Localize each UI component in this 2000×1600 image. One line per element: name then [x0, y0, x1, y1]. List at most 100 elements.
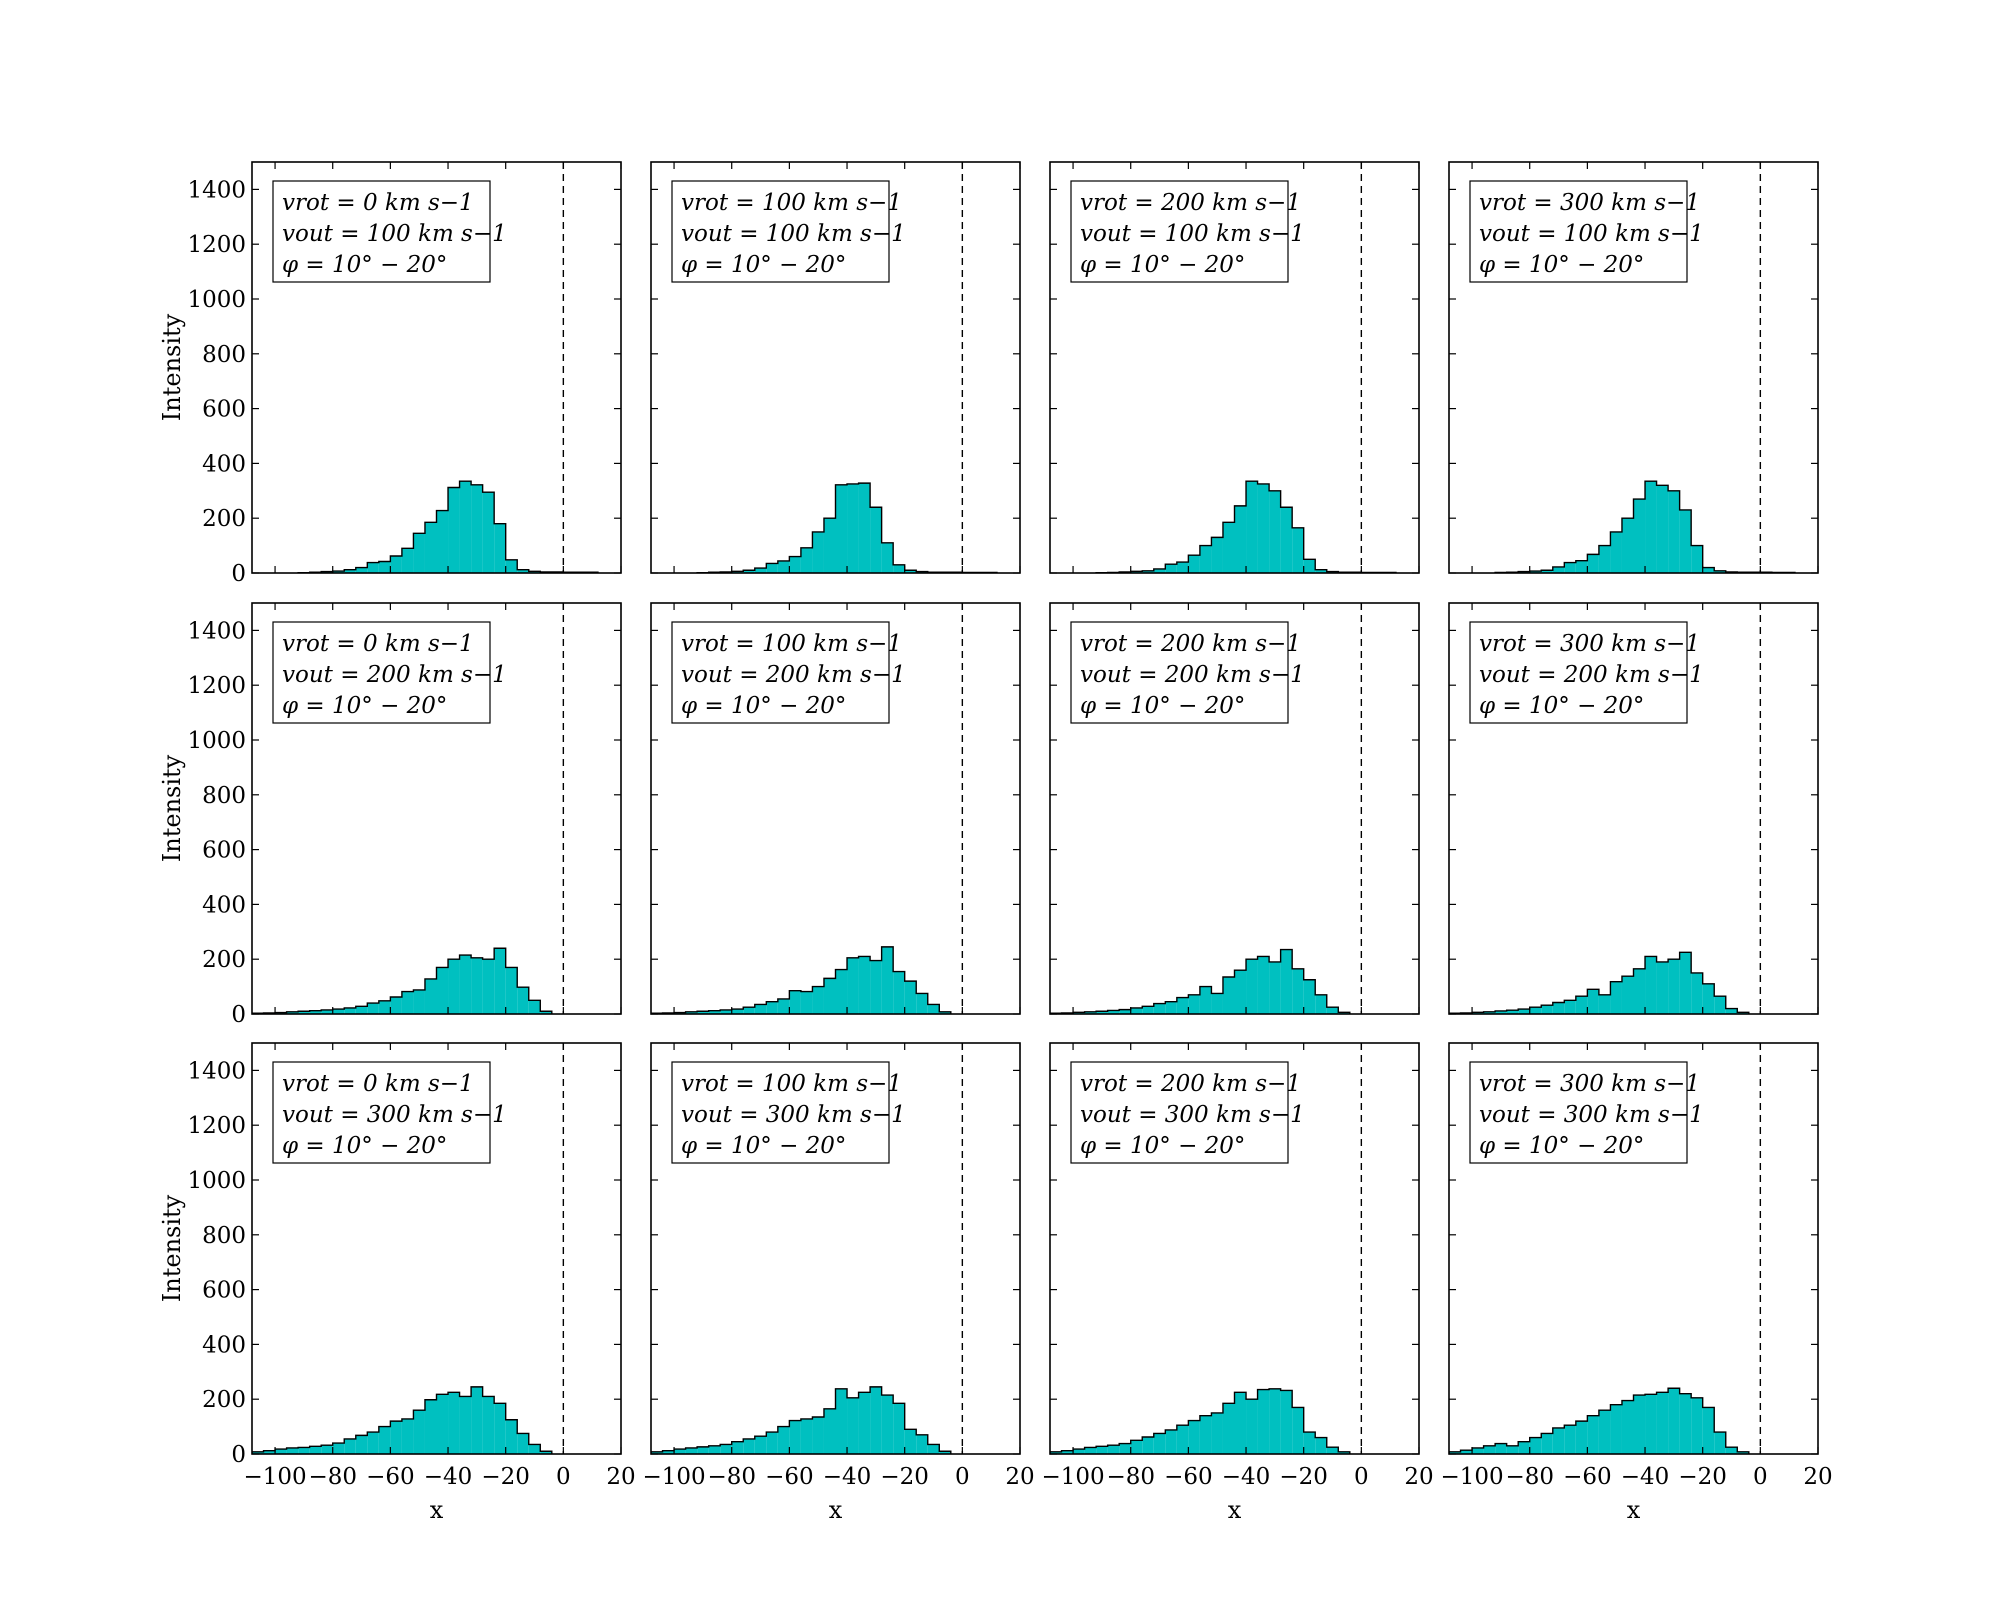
histogram-bar: [494, 1403, 506, 1454]
histogram-bar: [1610, 981, 1622, 1014]
histogram-bar: [1073, 1012, 1085, 1014]
histogram-bar: [1211, 993, 1223, 1014]
histogram-bar: [1153, 1433, 1166, 1454]
histogram-bar: [528, 1000, 541, 1014]
histogram-bar: [344, 1007, 356, 1014]
axes-frame: [1448, 161, 1819, 574]
histogram-panel-12: −100 −80 −60 −40 −20 0 20 x vrot = 300 km s−1 vou…: [1440, 1042, 1833, 1524]
histogram-bar: [1119, 1009, 1131, 1014]
histogram-bar: [1165, 1429, 1177, 1454]
histogram-bar: [459, 481, 472, 573]
histogram-bar: [823, 1408, 836, 1454]
histogram-bar: [1234, 970, 1247, 1014]
y-tick-label: 1200: [187, 673, 246, 699]
x-tick-label: −20: [880, 1464, 929, 1490]
y-tick-label: 1400: [187, 177, 246, 203]
histogram-bar: [332, 1443, 345, 1454]
histogram-bar: [1495, 1010, 1507, 1014]
histogram-bar: [812, 986, 824, 1014]
histogram-bar: [1153, 1003, 1166, 1014]
x-tick-label: −60: [765, 1464, 814, 1490]
histogram-bar: [858, 956, 871, 1014]
histogram-bar: [1483, 1445, 1496, 1454]
histogram-bar: [1610, 531, 1622, 573]
histogram-bar: [482, 492, 495, 573]
histogram-bar: [1096, 1446, 1108, 1454]
histogram-bar: [685, 1011, 698, 1014]
histogram-bar: [1246, 1399, 1258, 1454]
x-tick-label: −60: [366, 1464, 415, 1490]
histogram-bar: [1679, 509, 1692, 573]
histogram-bar: [1188, 994, 1200, 1014]
legend-text: vout = 300 km s−1: [681, 1102, 906, 1128]
x-tick-label: −100: [1440, 1464, 1503, 1490]
x-tick-label: −80: [1505, 1464, 1554, 1490]
x-tick-label: 20: [1005, 1464, 1034, 1490]
histogram-bar: [777, 560, 790, 573]
legend-text: vrot = 200 km s−1: [1080, 1071, 1301, 1097]
histogram-bar: [1315, 994, 1327, 1014]
histogram-bar: [1257, 1389, 1270, 1454]
histogram-panel-1: 0 200 400 600 800 1000 1200 1400 Intensity vrot =…: [158, 161, 622, 587]
legend-box: vrot = 100 km s−1 vout = 300 km s−1 φ = 10…: [671, 1061, 906, 1164]
histogram-bar: [1061, 1450, 1074, 1454]
histogram-bars: [651, 1386, 952, 1454]
histogram-bars: [1494, 480, 1796, 573]
histogram-bar: [835, 969, 848, 1014]
histogram-bar: [390, 997, 402, 1014]
histogram-bar: [1199, 986, 1212, 1014]
histogram-bar: [1633, 968, 1646, 1014]
histogram-bar: [378, 561, 391, 573]
y-tick-label: 1400: [187, 618, 246, 644]
y-tick-label: 800: [202, 342, 246, 368]
histogram-bar: [651, 1451, 663, 1454]
histogram-bar: [1725, 1008, 1738, 1014]
histogram-bars: [252, 947, 553, 1014]
histogram-bar: [401, 1418, 414, 1454]
histogram-bar: [1292, 1407, 1304, 1454]
histogram-bar: [286, 1447, 299, 1454]
histogram-bar: [367, 1003, 379, 1014]
histogram-bar: [789, 1420, 801, 1454]
histogram-bar: [916, 1434, 928, 1454]
histogram-bar: [424, 522, 437, 573]
histogram-bar: [743, 1007, 755, 1014]
legend-box: vrot = 0 km s−1 vout = 100 km s−1 φ = 10° …: [272, 180, 507, 283]
y-tick-label: 0: [231, 561, 246, 587]
legend-text: vrot = 100 km s−1: [681, 1071, 902, 1097]
y-tick-label: 200: [202, 947, 246, 973]
y-axis-label: Intensity: [158, 313, 186, 421]
histogram-bar: [870, 960, 882, 1014]
y-tick-label: 1000: [187, 728, 246, 754]
histogram-panel-4: vrot = 300 km s−1 vout = 100 km s−1 φ = 10…: [1448, 161, 1819, 574]
histogram-bar: [1633, 1395, 1646, 1454]
histogram-bar: [1737, 1451, 1749, 1454]
histogram-bar: [505, 1419, 518, 1454]
legend-frame: [671, 621, 890, 724]
histogram-bar: [1222, 977, 1235, 1014]
histogram-bar: [1668, 959, 1680, 1014]
histogram-bar: [1529, 1007, 1542, 1014]
histogram-panel-3: vrot = 200 km s−1 vout = 100 km s−1 φ = 10…: [1049, 161, 1420, 574]
histogram-bar: [1303, 559, 1316, 573]
legend-text: φ = 10° − 20°: [1080, 1133, 1245, 1159]
histogram-bar: [540, 1451, 552, 1454]
histogram-bar: [697, 1011, 709, 1014]
legend-box: vrot = 300 km s−1 vout = 200 km s−1 φ = 10…: [1469, 621, 1704, 724]
histogram-bar: [413, 989, 425, 1014]
histogram-panel-7: vrot = 200 km s−1 vout = 200 km s−1 φ = 10…: [1049, 602, 1420, 1015]
histogram-bar: [1645, 1394, 1657, 1454]
histogram-outline: [651, 946, 952, 1014]
histogram-bar: [1303, 1432, 1316, 1454]
histogram-bar: [1130, 571, 1143, 573]
x-tick-label: −40: [1222, 1464, 1271, 1490]
histogram-bar: [1084, 1447, 1097, 1454]
histogram-bars: [1050, 948, 1351, 1014]
histogram-bar: [1483, 1011, 1496, 1014]
histogram-outline: [252, 947, 553, 1014]
x-tick-label: 0: [1753, 1464, 1768, 1490]
histogram-bar: [1587, 989, 1599, 1014]
y-tick-label: 600: [202, 838, 246, 864]
histogram-bar: [436, 1394, 449, 1454]
histogram-bar: [309, 1010, 322, 1014]
